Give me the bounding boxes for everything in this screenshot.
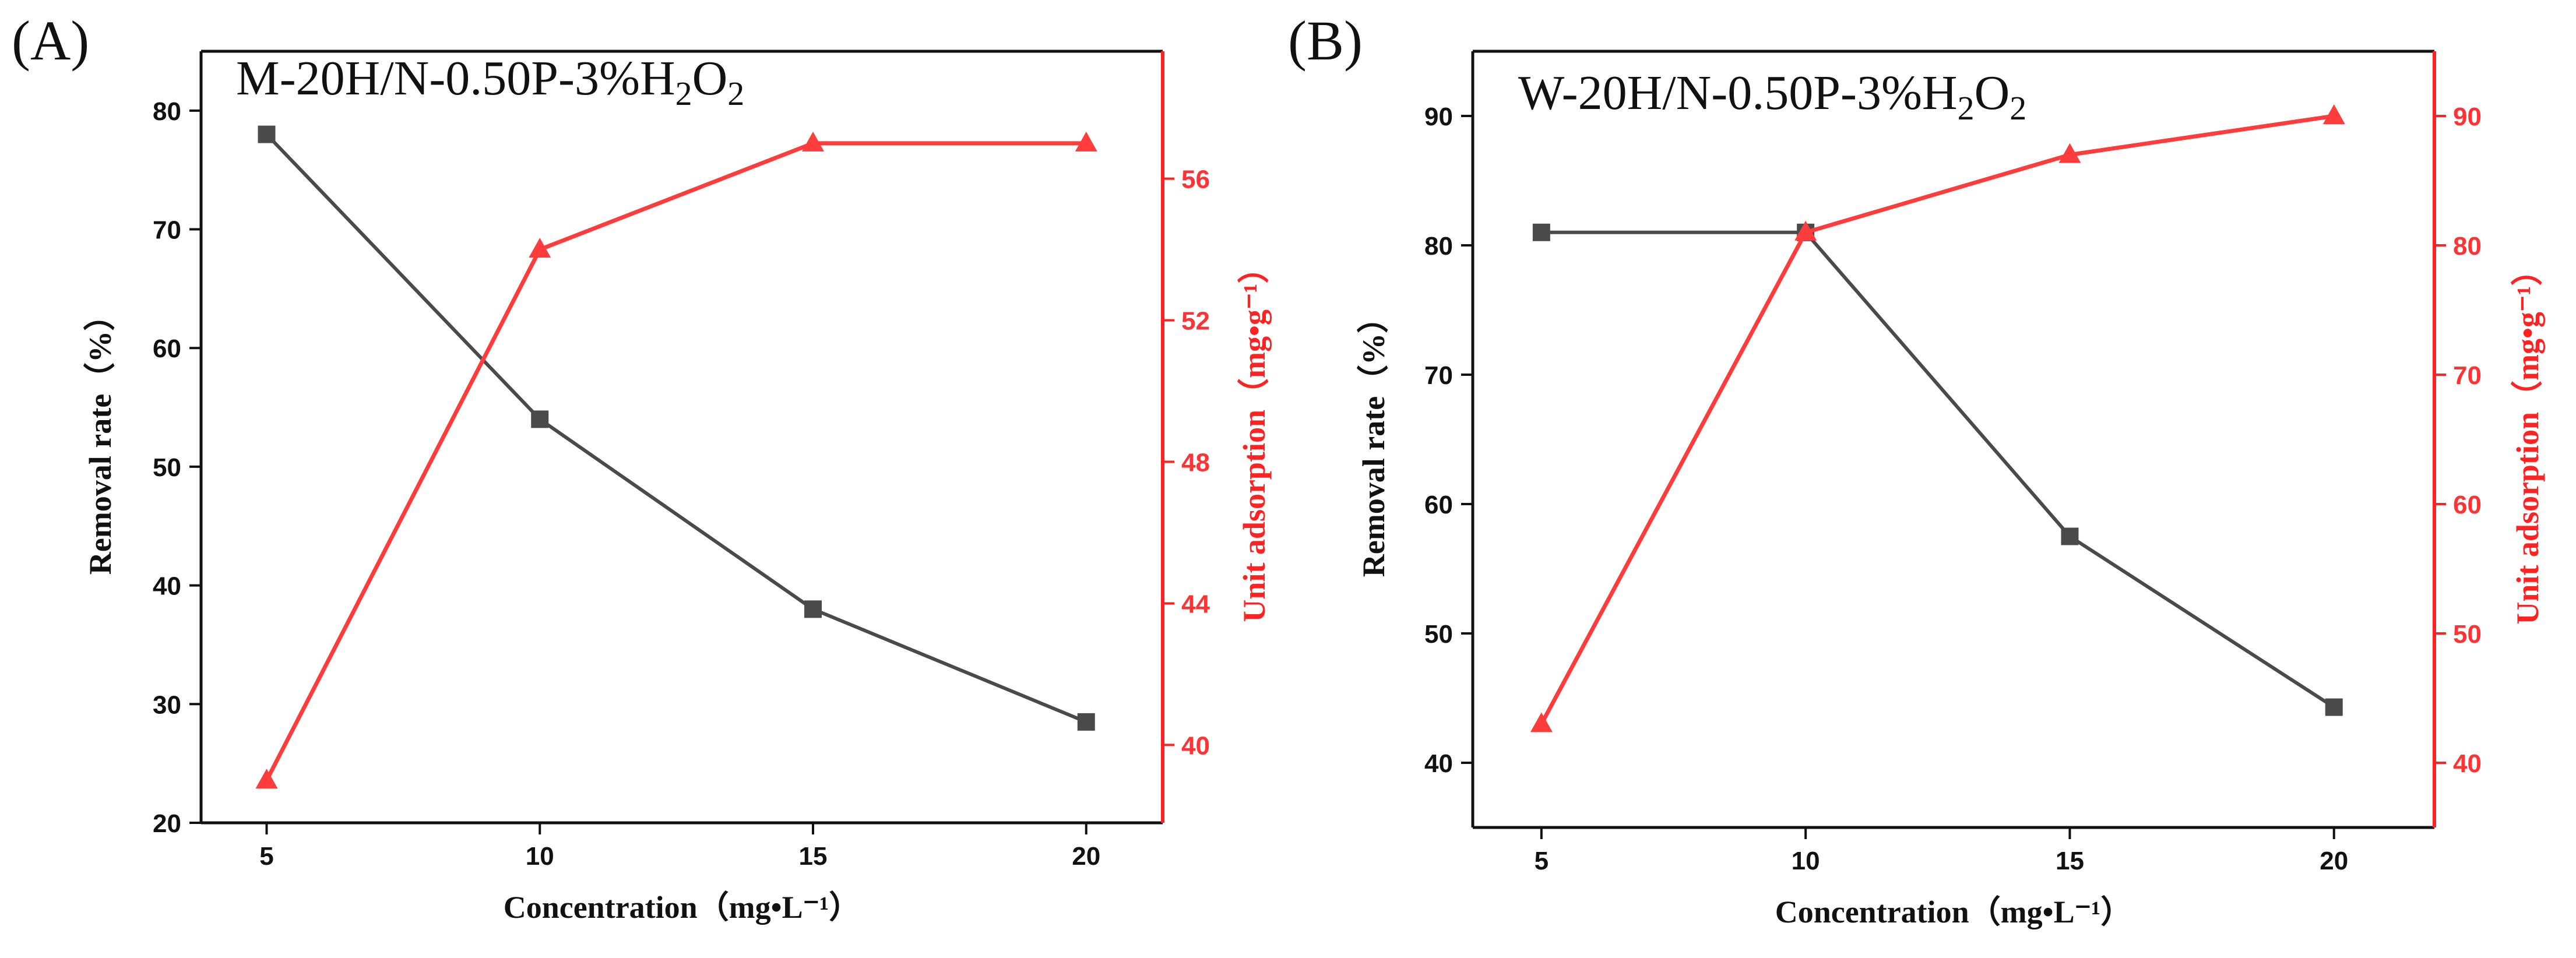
y2-tick-label: 52 [1181, 307, 1210, 336]
y2-tick-label: 40 [1181, 731, 1210, 760]
unit-adsorption-point [1794, 220, 1817, 241]
title-mid: O [1975, 66, 2010, 120]
y-tick-label: 40 [1424, 749, 1453, 778]
removal-rate-point [531, 410, 549, 428]
title-subscript: 2 [1958, 89, 1975, 127]
y-tick-label: 60 [153, 334, 181, 363]
title-subscript: 2 [727, 75, 744, 112]
y2-tick-label: 70 [2453, 361, 2482, 390]
unit-adsorption-point [2058, 143, 2081, 163]
y-tick-label: 70 [153, 216, 181, 245]
unit-adsorption-point [2322, 104, 2345, 124]
y-tick-label: 50 [153, 453, 181, 482]
removal-rate-point [2061, 527, 2079, 545]
chart-title: M-20H/N-0.50P-3%H2O2 [236, 51, 744, 112]
unit-adsorption-point [802, 131, 824, 152]
x-tick-label: 5 [259, 842, 273, 871]
y2-tick-label: 50 [2453, 620, 2482, 649]
title-main: W-20H/N-0.50P-3%H [1518, 66, 1958, 120]
y2-tick-label: 80 [2453, 232, 2482, 260]
y-tick-label: 40 [153, 572, 181, 601]
y2-tick-label: 60 [2453, 491, 2482, 519]
y-tick-label: 60 [1424, 491, 1453, 519]
x-tick-label: 10 [1792, 847, 1820, 875]
x-axis-title: Concentration（mg•L⁻¹） [1775, 894, 2132, 929]
y-tick-label: 70 [1424, 361, 1453, 390]
panel-label: (A) [12, 9, 89, 72]
x-tick-label: 15 [2056, 847, 2084, 875]
y-tick-label: 50 [1424, 620, 1453, 649]
y-tick-label: 30 [153, 691, 181, 719]
chart-title: W-20H/N-0.50P-3%H2O2 [1518, 66, 2026, 127]
unit-adsorption-point [529, 238, 551, 258]
removal-rate-point [1077, 713, 1095, 731]
title-mid: O [692, 51, 728, 105]
y2-tick-label: 56 [1181, 165, 1210, 194]
x-tick-label: 20 [2320, 847, 2348, 875]
y-tick-label: 80 [1424, 232, 1453, 260]
y-tick-label: 20 [153, 809, 181, 838]
y-axis-title: Removal rate（%） [83, 300, 118, 575]
y-tick-label: 80 [153, 97, 181, 126]
x-tick-label: 15 [799, 842, 828, 871]
title-main: M-20H/N-0.50P-3%H [236, 51, 675, 105]
y2-axis-title: Unit adsorption（mg•g⁻¹） [2510, 254, 2545, 624]
unit-adsorption-line [1539, 114, 2335, 725]
y2-tick-label: 40 [2453, 749, 2482, 778]
unit-adsorption-point [255, 769, 278, 789]
x-tick-label: 20 [1072, 842, 1100, 871]
y2-tick-label: 90 [2453, 103, 2482, 131]
unit-adsorption-point [1530, 712, 1553, 732]
x-tick-label: 5 [1535, 847, 1549, 875]
y-axis-title: Removal rate（%） [1356, 302, 1391, 577]
panel-label: (B) [1288, 9, 1363, 72]
x-tick-label: 10 [526, 842, 554, 871]
unit-adsorption-point [1075, 131, 1097, 152]
unit-adsorption-line [265, 141, 1086, 781]
removal-rate-line [1541, 230, 2335, 709]
y-tick-label: 90 [1424, 103, 1453, 131]
removal-rate-point [2325, 698, 2343, 716]
removal-rate-line [265, 133, 1087, 724]
removal-rate-point [258, 125, 276, 143]
title-subscript: 2 [2010, 89, 2026, 127]
removal-rate-point [1532, 223, 1550, 241]
y2-tick-label: 44 [1181, 590, 1210, 618]
x-axis-title: Concentration（mg•L⁻¹） [504, 890, 861, 925]
y2-tick-label: 48 [1181, 449, 1210, 477]
y2-axis-title: Unit adsorption（mg•g⁻¹） [1237, 252, 1272, 622]
title-subscript: 2 [675, 75, 692, 112]
removal-rate-point [804, 600, 822, 618]
